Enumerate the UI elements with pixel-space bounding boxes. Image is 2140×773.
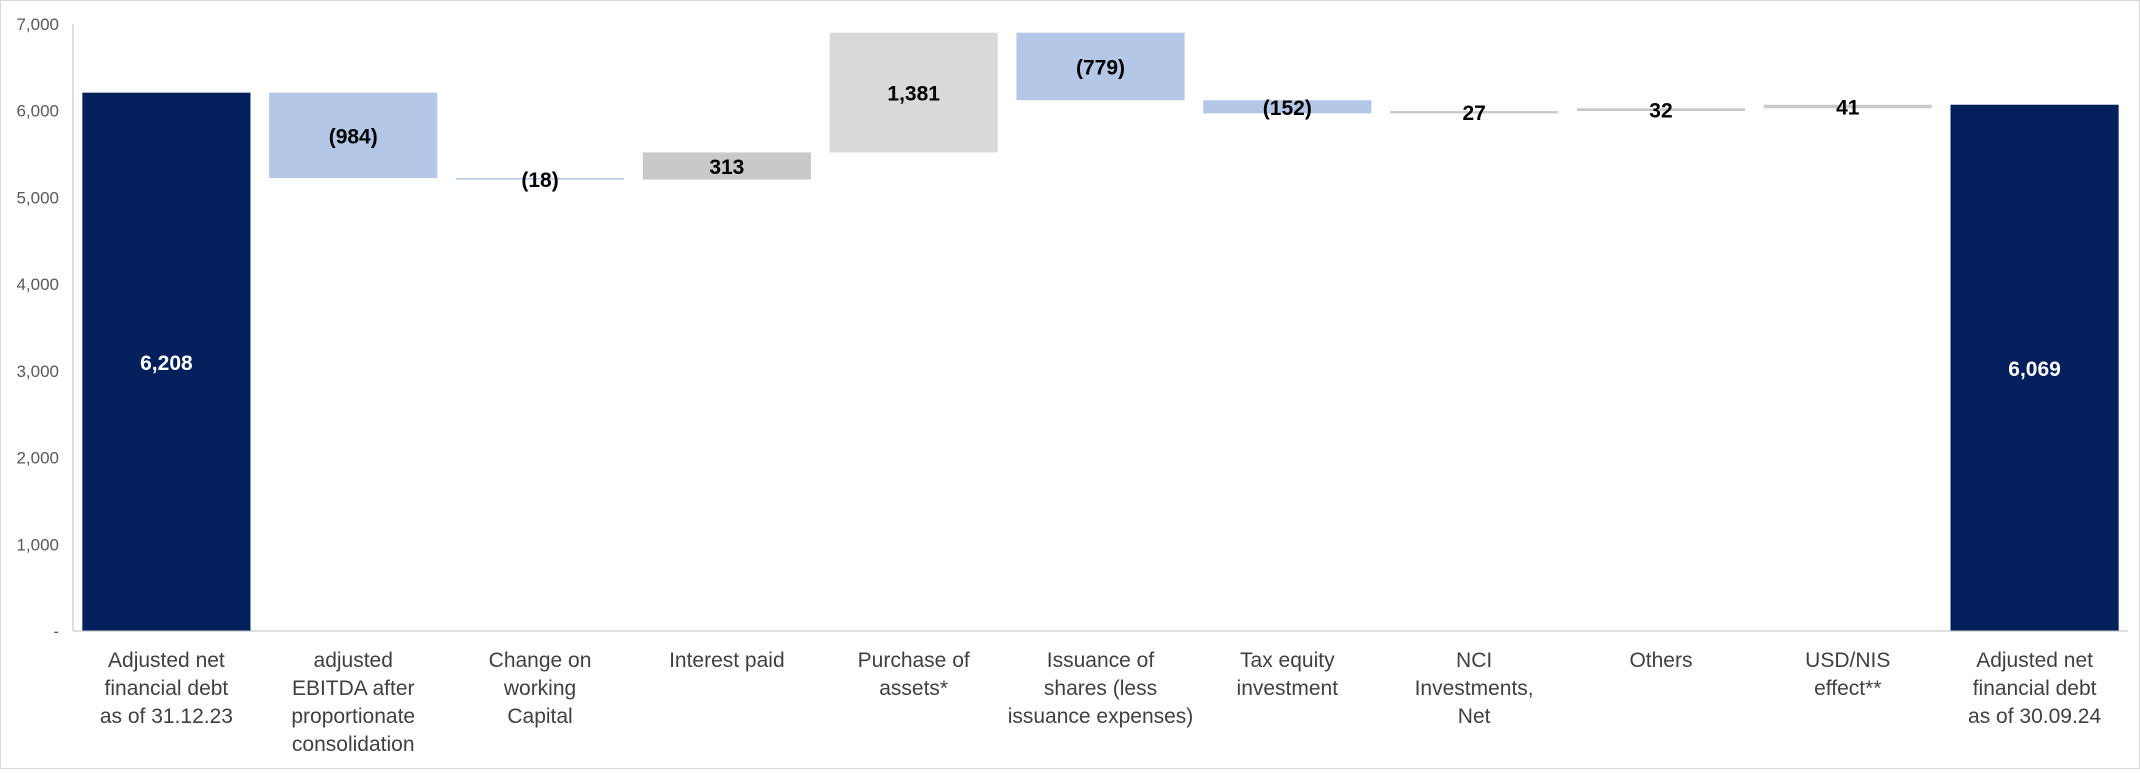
data-label: (984) xyxy=(329,125,378,148)
data-label: 41 xyxy=(1836,97,1860,120)
x-category-label-line: adjusted xyxy=(314,649,393,672)
x-category-label-line: Adjusted net xyxy=(108,649,225,672)
y-axis: - 1,000 2,000 3,000 4,000 5,000 6,000 7,000 xyxy=(16,15,74,641)
x-category-label-line: investment xyxy=(1237,677,1339,700)
data-label: (152) xyxy=(1263,97,1312,120)
x-category-label-line: issuance expenses) xyxy=(1008,705,1194,728)
x-category-label-line: Investments, xyxy=(1415,677,1534,700)
waterfall-bar xyxy=(455,178,625,180)
waterfall-bar xyxy=(642,152,811,180)
x-category-label-line: Tax equity xyxy=(1240,649,1335,672)
x-category-label: Others xyxy=(1629,649,1692,672)
bars-layer xyxy=(82,32,2119,631)
x-category-label-line: USD/NIS xyxy=(1805,649,1890,672)
x-category-label-line: assets* xyxy=(879,677,948,700)
data-label: 32 xyxy=(1649,100,1672,123)
x-category-label: Issuance of shares (less issuance expenses… xyxy=(1008,649,1194,728)
waterfall-bar xyxy=(1016,32,1185,101)
y-tick-label: 1,000 xyxy=(16,535,59,554)
data-label: (779) xyxy=(1076,56,1125,79)
waterfall-bar xyxy=(1203,100,1372,114)
y-tick-label: 6,000 xyxy=(16,102,59,121)
y-tick-label: 7,000 xyxy=(16,15,59,34)
x-category-label: NCI Investments, Net xyxy=(1415,649,1534,728)
waterfall-bar xyxy=(829,32,998,153)
data-label: 6,208 xyxy=(140,352,193,375)
x-category-label: USD/NIS effect** xyxy=(1805,649,1890,700)
x-axis: Adjusted net financial debt as of 31.12.23… xyxy=(73,630,2128,756)
waterfall-bar xyxy=(1576,108,1746,112)
x-category-label: Tax equity investment xyxy=(1237,649,1339,700)
y-tick-label: 4,000 xyxy=(16,275,59,294)
data-label: (18) xyxy=(521,169,558,192)
x-category-label-line: financial debt xyxy=(1973,677,2097,700)
data-label: 6,069 xyxy=(2008,358,2061,381)
waterfall-bar xyxy=(82,92,251,631)
x-category-label: Purchase of assets* xyxy=(858,649,970,700)
waterfall-bar xyxy=(1390,111,1559,114)
y-tick-label: 3,000 xyxy=(16,362,59,381)
x-category-label: Change on working Capital xyxy=(489,649,592,728)
x-category-label-line: EBITDA after xyxy=(292,677,415,700)
x-category-label: adjusted EBITDA after proportionate consoli… xyxy=(291,649,415,756)
data-label: 27 xyxy=(1462,102,1485,125)
x-category-label-line: Capital xyxy=(507,705,572,728)
data-label: 1,381 xyxy=(887,83,940,106)
x-category-label-line: working xyxy=(503,677,576,700)
x-category-label-line: NCI xyxy=(1456,649,1492,672)
x-category-label: Adjusted net financial debt as of 31.12.23 xyxy=(100,649,233,728)
x-category-label-line: Change on xyxy=(489,649,592,672)
x-category-label-line: as of 30.09.24 xyxy=(1968,705,2101,728)
y-tick-label: 2,000 xyxy=(16,449,59,468)
x-category-label-line: Others xyxy=(1629,649,1692,672)
x-category-label-line: Net xyxy=(1458,705,1491,728)
data-labels-layer: 6,208 (984) (18) 313 1,381 (779) (152) 27 32 41 6,… xyxy=(140,56,2061,380)
y-tick-label: 5,000 xyxy=(16,188,59,207)
x-category-label-line: Adjusted net xyxy=(1976,649,2093,672)
x-category-label-line: financial debt xyxy=(105,677,229,700)
x-category-label-line: shares (less xyxy=(1044,677,1157,700)
waterfall-bar xyxy=(269,92,438,179)
waterfall-bar xyxy=(1950,104,2119,631)
x-category-label: Adjusted net financial debt as of 30.09.24 xyxy=(1968,649,2101,728)
x-category-label-line: Interest paid xyxy=(669,649,785,672)
x-category-label-line: Purchase of xyxy=(858,649,970,672)
x-category-label: Interest paid xyxy=(669,649,785,672)
x-category-label-line: consolidation xyxy=(292,733,415,756)
data-label: 313 xyxy=(709,156,744,179)
x-category-label-line: proportionate xyxy=(291,705,415,728)
waterfall-bar xyxy=(1763,104,1932,109)
x-category-label-line: as of 31.12.23 xyxy=(100,705,233,728)
x-category-label-line: effect** xyxy=(1814,677,1881,700)
x-category-label-line: Issuance of xyxy=(1047,649,1155,672)
y-tick-label: - xyxy=(53,622,59,641)
